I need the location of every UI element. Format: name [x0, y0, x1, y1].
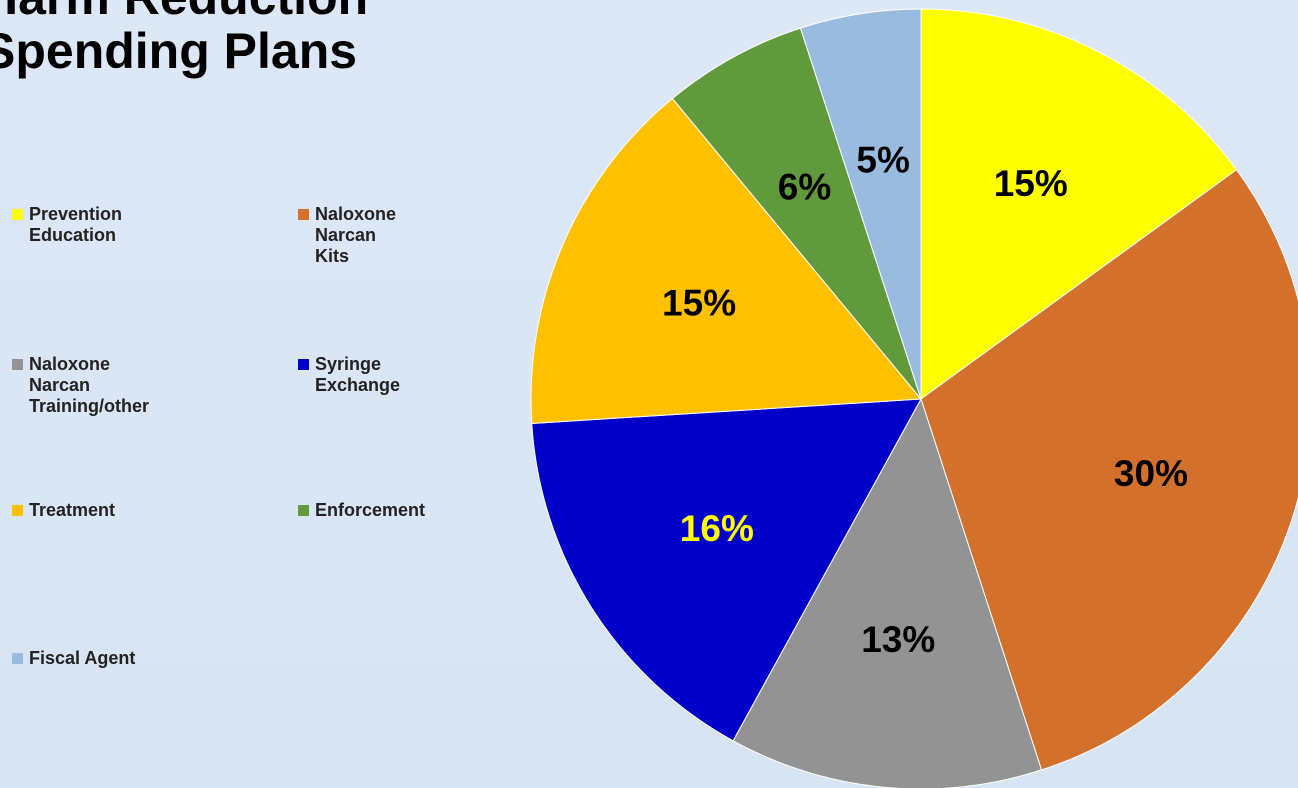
- chart-title-line-2: Spending Plans: [0, 23, 358, 79]
- data-label-enforcement: 6%: [778, 167, 831, 208]
- legend-swatch: [298, 209, 309, 220]
- pie-slice-fiscal-agent: [799, 8, 922, 400]
- legend-swatch: [12, 359, 23, 370]
- pie-slice-naloxone-narcan-training-other: [732, 397, 1043, 788]
- pie-slice-treatment: [530, 97, 923, 425]
- data-label-fiscal-agent: 5%: [856, 140, 909, 181]
- data-label-syringe-exchange: 16%: [680, 508, 754, 549]
- data-label-naloxone-narcan-training-other: 13%: [861, 619, 935, 660]
- legend-label: Prevention Education: [29, 204, 123, 245]
- legend-item-prevention-education: Prevention Education: [12, 204, 122, 246]
- pie-slice-enforcement: [671, 27, 922, 400]
- legend-swatch: [12, 653, 23, 664]
- chart-title: Harm Reduction Spending Plans: [0, 0, 368, 78]
- chart-legend: Prevention Education Naloxone Narcan Kits…: [12, 204, 512, 684]
- legend-swatch: [298, 505, 309, 516]
- legend-label: Fiscal Agent: [29, 648, 136, 668]
- legend-item-naloxone-narcan-training-other: Naloxone Narcan Training/other: [12, 354, 149, 417]
- pie-slice-prevention-education: [920, 8, 1238, 400]
- legend-item-naloxone-narcan-kits: Naloxone Narcan Kits: [298, 204, 396, 267]
- legend-label: Naloxone Narcan Training/other: [29, 354, 150, 416]
- data-label-treatment: 15%: [662, 282, 736, 323]
- legend-label: Syringe Exchange: [315, 354, 401, 395]
- legend-label: Enforcement: [315, 500, 426, 520]
- pie-slice-naloxone-narcan-kits: [920, 169, 1298, 771]
- legend-item-syringe-exchange: Syringe Exchange: [298, 354, 400, 396]
- legend-item-treatment: Treatment: [12, 500, 115, 521]
- legend-item-fiscal-agent: Fiscal Agent: [12, 648, 135, 669]
- legend-swatch: [12, 209, 23, 220]
- data-label-naloxone-narcan-kits: 30%: [1114, 453, 1188, 494]
- legend-item-enforcement: Enforcement: [298, 500, 425, 521]
- chart-title-line-1: Harm Reduction: [0, 0, 368, 24]
- legend-swatch: [298, 359, 309, 370]
- legend-label: Treatment: [29, 500, 116, 520]
- legend-swatch: [12, 505, 23, 516]
- pie-slice-syringe-exchange: [531, 398, 922, 742]
- data-label-prevention-education: 15%: [994, 163, 1068, 204]
- legend-label: Naloxone Narcan Kits: [315, 204, 397, 266]
